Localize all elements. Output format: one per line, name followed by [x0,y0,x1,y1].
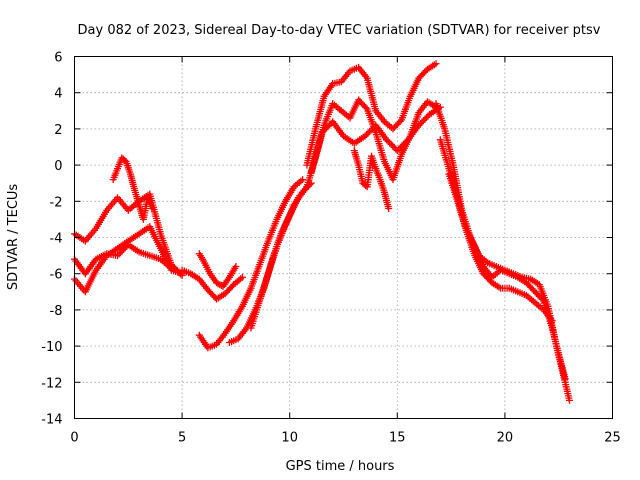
plus-marker-trace [350,147,393,212]
series-track-5 [195,250,240,290]
data-marks [71,60,573,404]
y-tick-label: 2 [54,123,62,138]
y-tick-label: -4 [50,232,63,247]
plus-marker-trace [178,266,246,303]
y-tick-labels: -14 -12 -10 -8 -6 -4 -2 0 2 4 6 [41,51,62,428]
plus-marker-trace [195,176,307,352]
series-track-7 [195,176,307,352]
series-track-12 [307,103,444,176]
x-tick-label: 5 [178,431,186,446]
series-track-11 [303,96,440,191]
y-tick-label: -12 [41,376,62,391]
series-track-4 [109,154,156,223]
series-track-16 [445,170,556,325]
x-tick-label: 15 [389,431,406,446]
series-track-14 [432,100,569,383]
x-tick-labels: 0 5 10 15 20 25 [70,431,620,446]
y-axis-label: SDTVAR / TECUs [6,184,21,291]
series-track-6 [178,266,246,303]
series-track-10 [303,60,440,169]
plus-marker-trace [432,100,569,383]
y-tick-label: 6 [54,51,62,66]
plus-marker-trace [307,103,444,176]
plus-marker-trace [109,154,156,223]
plus-marker-trace [195,250,240,290]
axis-ticks [74,56,613,419]
y-tick-label: 4 [54,87,62,102]
y-tick-label: 0 [54,159,62,174]
plus-marker-trace [303,96,440,191]
x-tick-label: 25 [604,431,621,446]
y-tick-label: -2 [50,195,63,210]
y-tick-label: -8 [50,304,63,319]
plus-marker-trace [445,170,556,325]
x-tick-label: 10 [281,431,298,446]
y-tick-label: -14 [41,413,62,428]
plus-marker-trace [303,60,440,169]
x-tick-label: 20 [497,431,514,446]
y-tick-label: -10 [41,340,62,355]
chart-title: Day 082 of 2023, Sidereal Day-to-day VTE… [78,23,601,38]
y-tick-label: -6 [50,268,63,283]
series-track-13 [350,147,393,212]
x-tick-label: 0 [70,431,78,446]
grid [74,56,613,419]
series-track-9 [247,179,315,332]
x-axis-label: GPS time / hours [286,459,395,474]
plus-marker-trace [247,179,315,332]
